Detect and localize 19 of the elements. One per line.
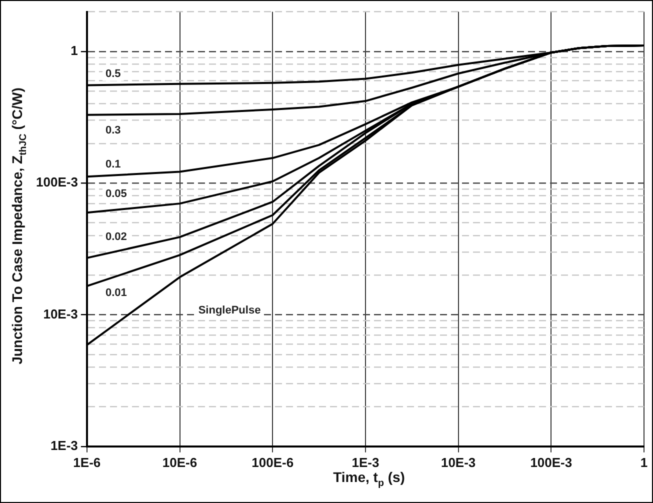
- series-label: 0.02: [105, 230, 127, 243]
- x-tick-label: 1E-3: [352, 454, 380, 470]
- x-tick-label: 100E-6: [252, 454, 294, 470]
- y-tick-label: 1E-3: [50, 438, 78, 453]
- x-tick-label: 10E-3: [440, 454, 476, 470]
- y-tick-label: 1: [70, 43, 78, 58]
- series-label: 0.3: [105, 124, 121, 137]
- x-tick-label: 1E-6: [73, 454, 101, 470]
- series-label: 0.5: [105, 68, 121, 80]
- y-tick-label: 100E-3: [36, 174, 78, 190]
- y-tick-label: 10E-3: [43, 306, 78, 322]
- text: SinglePulse: [198, 304, 261, 317]
- x-tick-label: 1: [640, 454, 648, 470]
- series-label: 0.01: [105, 286, 127, 299]
- x-tick-label: 10E-6: [162, 454, 198, 470]
- series-label: 0.05: [105, 188, 127, 200]
- x-tick-label: 100E-3: [530, 454, 572, 470]
- series-label: 0.1: [105, 158, 121, 171]
- x-axis-title: Time, t$_{p}$ (s): [333, 469, 405, 489]
